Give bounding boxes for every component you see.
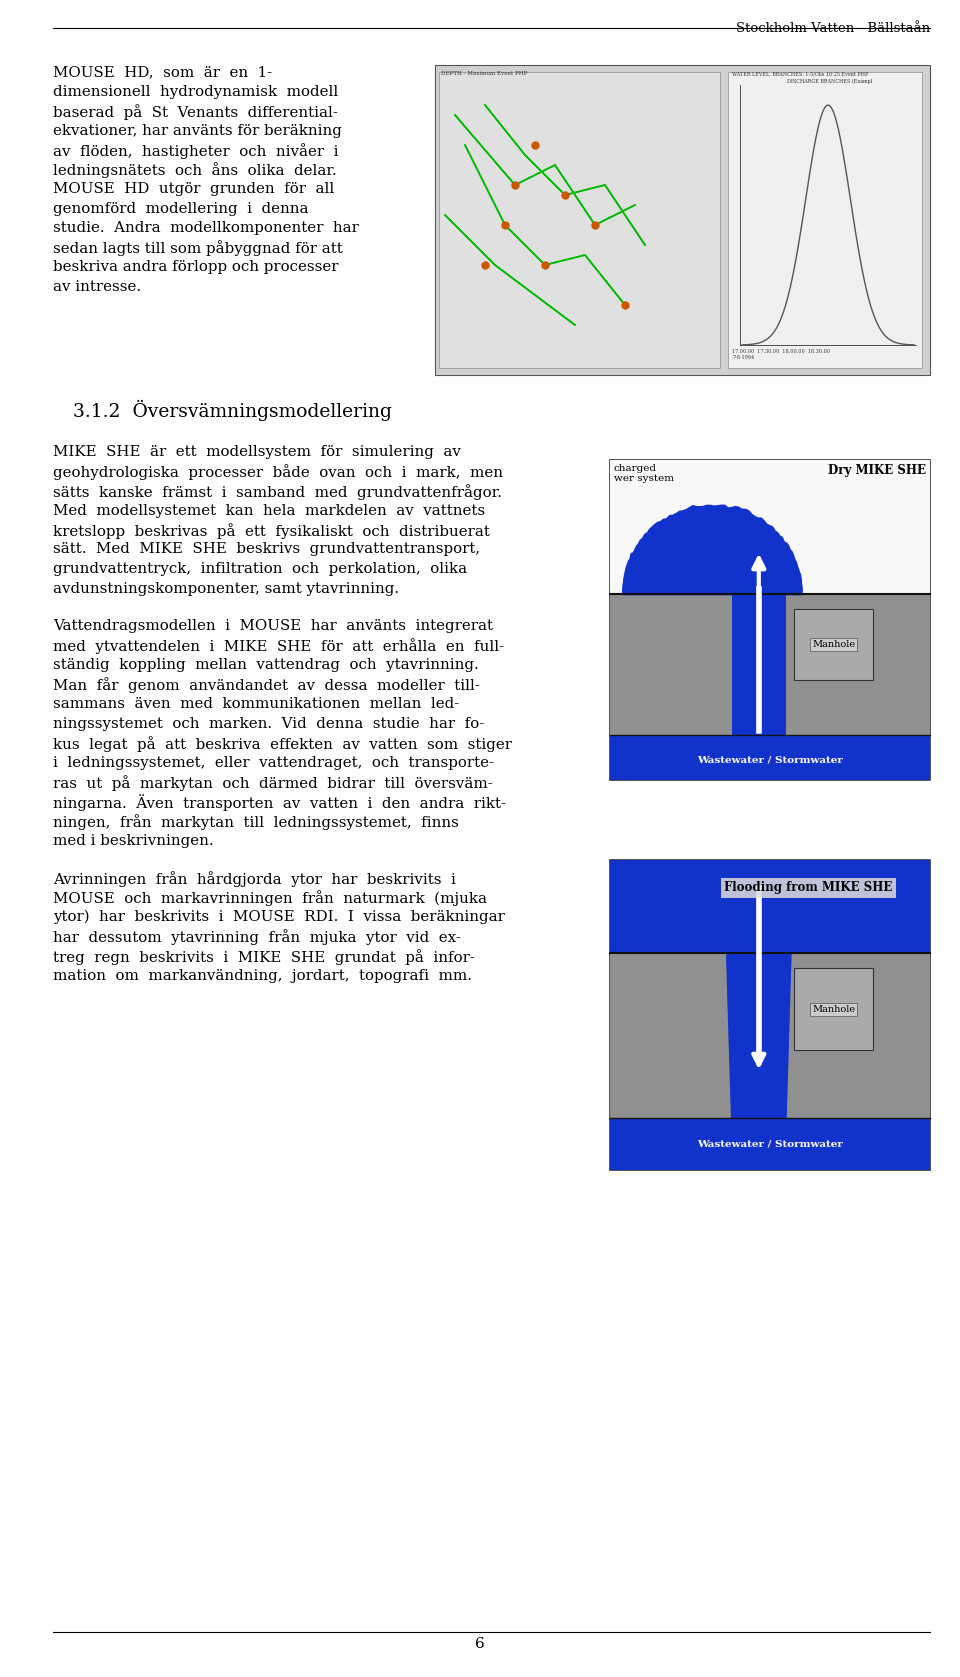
Bar	[732, 594, 786, 780]
Text: treg  regn  beskrivits  i  MIKE  SHE  grundat  på  infor-: treg regn beskrivits i MIKE SHE grundat …	[53, 949, 475, 964]
Polygon shape	[623, 506, 802, 594]
Text: DISCHARGE BRANCHES (Exampl: DISCHARGE BRANCHES (Exampl	[787, 79, 873, 84]
Text: ekvationer, har använts för beräkning: ekvationer, har använts för beräkning	[53, 124, 342, 138]
Text: ständig  koppling  mellan  vattendrag  och  ytavrinning.: ständig koppling mellan vattendrag och y…	[53, 657, 479, 672]
Bar	[728, 72, 922, 367]
Text: kus  legat  på  att  beskriva  effekten  av  vatten  som  stiger: kus legat på att beskriva effekten av va…	[53, 736, 512, 751]
Text: genomförd  modellering  i  denna: genomförd modellering i denna	[53, 201, 308, 216]
Text: ytor)  har  beskrivits  i  MOUSE  RDI.  I  vissa  beräkningar: ytor) har beskrivits i MOUSE RDI. I viss…	[53, 911, 505, 924]
Text: studie.  Andra  modellkomponenter  har: studie. Andra modellkomponenter har	[53, 221, 359, 235]
Text: Stockholm Vatten - Bällstaån: Stockholm Vatten - Bällstaån	[736, 22, 930, 35]
Text: kretslopp  beskrivas  på  ett  fysikaliskt  och  distribuerat: kretslopp beskrivas på ett fysikaliskt o…	[53, 523, 490, 538]
Text: baserad  på  St  Venants  differential-: baserad på St Venants differential-	[53, 104, 338, 119]
Text: MOUSE  HD,  som  är  en  1-: MOUSE HD, som är en 1-	[53, 65, 272, 79]
Text: Man  får  genom  användandet  av  dessa  modeller  till-: Man får genom användandet av dessa model…	[53, 678, 480, 693]
Text: med i beskrivningen.: med i beskrivningen.	[53, 833, 214, 847]
Bar	[610, 1119, 930, 1171]
Text: sätt.  Med  MIKE  SHE  beskrivs  grundvattentransport,: sätt. Med MIKE SHE beskrivs grundvattent…	[53, 542, 480, 557]
Bar	[610, 735, 930, 780]
Bar	[610, 860, 930, 953]
Text: med  ytvattendelen  i  MIKE  SHE  för  att  erhålla  en  full-: med ytvattendelen i MIKE SHE för att erh…	[53, 639, 504, 654]
Text: grundvattentryck,  infiltration  och  perkolation,  olika: grundvattentryck, infiltration och perko…	[53, 562, 468, 575]
Text: MIKE  SHE  är  ett  modellsystem  för  simulering  av: MIKE SHE är ett modellsystem för simuler…	[53, 444, 461, 459]
Bar	[794, 609, 874, 679]
Bar	[786, 953, 930, 1171]
Text: wer system: wer system	[614, 475, 674, 483]
Bar	[435, 65, 930, 376]
Bar	[794, 968, 874, 1050]
Text: Dry MIKE SHE: Dry MIKE SHE	[828, 465, 926, 476]
Text: Vattendragsmodellen  i  MOUSE  har  använts  integrerat: Vattendragsmodellen i MOUSE har använts …	[53, 619, 493, 632]
Text: sätts  kanske  främst  i  samband  med  grundvattenfrågor.: sätts kanske främst i samband med grundv…	[53, 485, 502, 500]
Text: ningssystemet  och  marken.  Vid  denna  studie  har  fo-: ningssystemet och marken. Vid denna stud…	[53, 716, 484, 731]
Text: sedan lagts till som påbyggnad för att: sedan lagts till som påbyggnad för att	[53, 240, 343, 257]
Text: charged: charged	[614, 465, 657, 473]
Text: 6: 6	[475, 1637, 485, 1650]
Bar	[732, 953, 786, 1171]
Text: geohydrologiska  processer  både  ovan  och  i  mark,  men: geohydrologiska processer både ovan och …	[53, 465, 503, 480]
Text: 17.00.00  17.30.00  18.00.00  18.30.00: 17.00.00 17.30.00 18.00.00 18.30.00	[732, 349, 830, 354]
Text: Manhole: Manhole	[812, 1005, 855, 1013]
Text: av  flöden,  hastigheter  och  nivåer  i: av flöden, hastigheter och nivåer i	[53, 143, 339, 159]
Bar	[439, 72, 720, 367]
Text: i  ledningssystemet,  eller  vattendraget,  och  transporte-: i ledningssystemet, eller vattendraget, …	[53, 756, 494, 770]
Text: Avrinningen  från  hårdgjorda  ytor  har  beskrivits  i: Avrinningen från hårdgjorda ytor har bes…	[53, 870, 456, 887]
Text: Manhole: Manhole	[812, 641, 855, 649]
Polygon shape	[727, 953, 791, 1119]
Text: av intresse.: av intresse.	[53, 280, 141, 293]
Text: Flooding from MIKE SHE: Flooding from MIKE SHE	[724, 882, 893, 894]
Bar	[610, 459, 930, 780]
Bar	[610, 459, 930, 594]
Text: har  dessutom  ytavrinning  från  mjuka  ytor  vid  ex-: har dessutom ytavrinning från mjuka ytor…	[53, 929, 461, 946]
Text: 7-8-1994: 7-8-1994	[732, 356, 755, 361]
Text: 3.1.2  Översvämningsmodellering: 3.1.2 Översvämningsmodellering	[73, 401, 392, 421]
Text: ledningsnätets  och  åns  olika  delar.: ledningsnätets och åns olika delar.	[53, 163, 337, 178]
Bar	[610, 860, 930, 1171]
Text: ras  ut  på  markytan  och  därmed  bidrar  till  översväm-: ras ut på markytan och därmed bidrar til…	[53, 775, 492, 792]
Text: sammans  även  med  kommunikationen  mellan  led-: sammans även med kommunikationen mellan …	[53, 698, 459, 711]
Text: DEPTH - Maximum Event PHP: DEPTH - Maximum Event PHP	[441, 70, 527, 75]
Text: MOUSE  och  markavrinningen  från  naturmark  (mjuka: MOUSE och markavrinningen från naturmark…	[53, 890, 487, 906]
Text: Med  modellsystemet  kan  hela  markdelen  av  vattnets: Med modellsystemet kan hela markdelen av…	[53, 503, 485, 518]
Bar	[786, 594, 930, 780]
Bar	[610, 953, 732, 1171]
Text: Wastewater / Stormwater: Wastewater / Stormwater	[697, 1140, 843, 1149]
Text: beskriva andra förlopp och processer: beskriva andra förlopp och processer	[53, 260, 339, 273]
Text: MOUSE  HD  utgör  grunden  för  all: MOUSE HD utgör grunden för all	[53, 183, 334, 196]
Text: ningen,  från  markytan  till  ledningssystemet,  finns: ningen, från markytan till ledningssyste…	[53, 813, 459, 830]
Text: dimensionell  hydrodynamisk  modell: dimensionell hydrodynamisk modell	[53, 84, 338, 99]
Bar	[610, 594, 732, 780]
Text: avdunstningskomponenter, samt ytavrinning.: avdunstningskomponenter, samt ytavrinnin…	[53, 582, 399, 595]
Text: mation  om  markanvändning,  jordart,  topografi  mm.: mation om markanvändning, jordart, topog…	[53, 969, 472, 983]
Text: ningarna.  Även  transporten  av  vatten  i  den  andra  rikt-: ningarna. Även transporten av vatten i d…	[53, 795, 506, 812]
Polygon shape	[623, 505, 802, 594]
Text: Wastewater / Stormwater: Wastewater / Stormwater	[697, 755, 843, 765]
Text: WATER LEVEL, BRANCHES: 1-5/Obs 10:25 Event PHP: WATER LEVEL, BRANCHES: 1-5/Obs 10:25 Eve…	[732, 70, 869, 75]
